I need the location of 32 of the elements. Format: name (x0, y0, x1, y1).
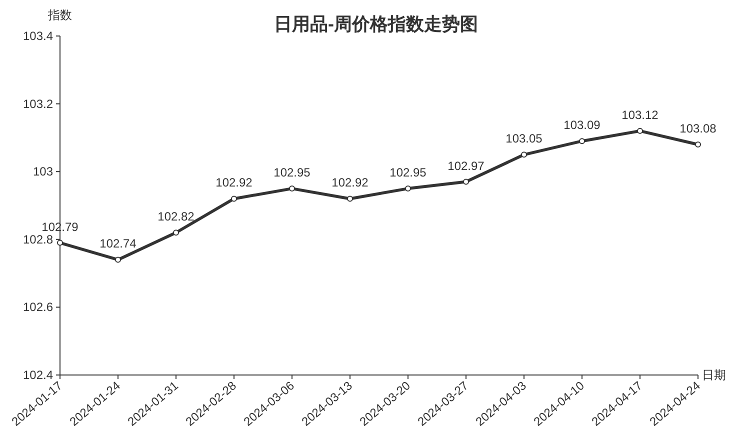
y-tick-label: 103.4 (22, 29, 54, 43)
point (289, 186, 295, 192)
point (695, 141, 701, 148)
point (405, 186, 411, 192)
data-label: 103.09 (564, 118, 601, 132)
data-label: 102.82 (158, 210, 195, 224)
data-label: 103.12 (622, 108, 659, 122)
y-tick-label: 102.6 (22, 300, 54, 314)
data-label: 102.95 (274, 166, 311, 180)
data-label: 102.95 (390, 166, 427, 180)
point (521, 152, 527, 158)
x-axis-title: 日期 (702, 368, 726, 382)
point (57, 240, 63, 246)
data-label: 103.08 (680, 121, 717, 136)
point (231, 196, 237, 202)
data-label: 103.05 (506, 132, 543, 146)
point (347, 196, 353, 202)
point (579, 138, 585, 144)
data-label: 102.92 (332, 176, 369, 190)
y-tick-label: 103 (32, 164, 54, 179)
point (463, 178, 469, 185)
y-tick-label: 102.4 (22, 368, 54, 382)
point (173, 230, 179, 236)
point (115, 256, 121, 263)
chart-title: 日用品-周价格指数走势图 (274, 14, 478, 34)
data-label: 102.92 (216, 176, 253, 190)
y-tick-label: 103.2 (22, 96, 54, 111)
y-tick-label: 102.8 (22, 232, 54, 246)
y-axis-title: 指数 (47, 8, 72, 22)
point (637, 128, 643, 134)
data-label: 102.97 (448, 158, 485, 173)
data-label: 102.74 (100, 236, 137, 251)
